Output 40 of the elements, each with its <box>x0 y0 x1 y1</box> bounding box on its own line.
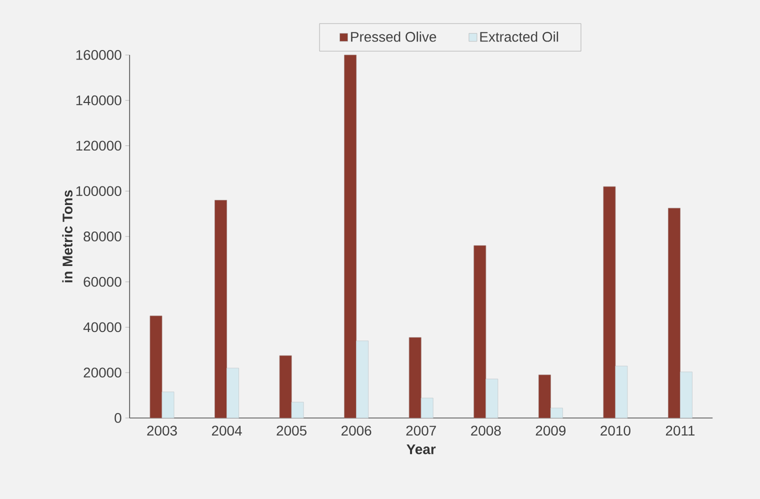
bar <box>356 340 369 418</box>
legend-label: Extracted Oil <box>480 32 558 42</box>
x-tick-label: 2006 <box>342 426 372 436</box>
bar <box>226 368 239 418</box>
bar <box>214 200 227 418</box>
bar <box>550 408 563 418</box>
y-tick-label: 120000 <box>76 140 122 151</box>
y-axis-title: in Metric Tons <box>62 190 72 282</box>
bar <box>668 208 680 418</box>
bar <box>291 402 304 418</box>
x-tick-label: 2011 <box>666 426 695 436</box>
bar <box>603 186 616 418</box>
x-tick-label: 2005 <box>276 426 306 436</box>
y-tick-label: 80000 <box>84 232 122 242</box>
x-tick-label: 2009 <box>536 426 566 436</box>
x-tick-label: 2008 <box>471 426 501 436</box>
x-tick-label: 2003 <box>147 426 177 436</box>
bar <box>486 378 498 418</box>
y-tick-label: 0 <box>114 413 122 423</box>
bar <box>680 372 692 418</box>
x-tick-label: 2010 <box>600 426 630 436</box>
y-tick-label: 40000 <box>83 322 122 332</box>
bar <box>162 392 174 418</box>
x-tick-label: 2004 <box>212 426 242 436</box>
bar <box>474 245 486 418</box>
x-axis-title: Year <box>406 444 436 454</box>
bar <box>615 366 628 418</box>
bar <box>150 316 162 418</box>
y-tick-label: 140000 <box>76 95 122 106</box>
y-tick-label: 20000 <box>84 368 122 378</box>
bar <box>279 355 292 418</box>
bar <box>420 398 434 418</box>
y-tick-label: 100000 <box>76 186 122 196</box>
bar <box>538 374 551 418</box>
legend-label: Pressed Olive <box>351 32 436 42</box>
x-tick-label: 2007 <box>406 426 436 436</box>
y-tick-label: 60000 <box>84 276 122 287</box>
y-tick-label: 160000 <box>76 50 122 60</box>
bar <box>344 54 357 418</box>
bar <box>408 337 422 418</box>
